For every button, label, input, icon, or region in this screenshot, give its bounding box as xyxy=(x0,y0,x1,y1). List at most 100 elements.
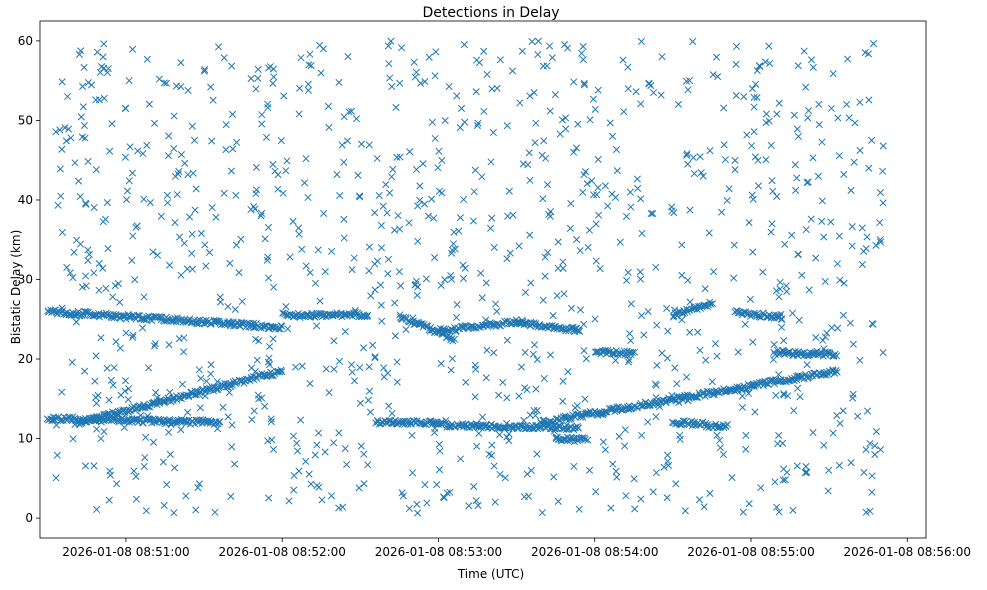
detection-marker xyxy=(79,82,87,91)
detection-marker xyxy=(145,100,153,108)
detection-marker xyxy=(575,505,583,513)
track-detection-marker xyxy=(680,393,688,401)
detection-marker xyxy=(460,41,468,49)
detection-marker xyxy=(744,389,753,398)
detection-marker xyxy=(142,433,150,441)
track-detection-marker xyxy=(176,394,184,402)
detection-marker xyxy=(313,441,321,449)
detection-marker xyxy=(228,62,236,70)
detection-marker xyxy=(267,418,275,426)
detection-marker xyxy=(408,469,417,477)
detection-marker xyxy=(163,79,171,87)
detection-marker xyxy=(413,500,421,508)
detection-marker xyxy=(393,358,401,366)
detection-marker xyxy=(96,68,104,76)
detection-marker xyxy=(355,192,364,200)
detection-marker xyxy=(718,208,726,216)
detection-marker xyxy=(849,340,857,348)
detection-marker xyxy=(247,75,255,83)
detection-marker xyxy=(314,246,322,254)
detection-marker xyxy=(525,149,533,157)
detection-marker xyxy=(623,276,631,285)
detection-marker xyxy=(253,356,261,364)
detection-marker xyxy=(580,81,589,89)
detection-marker xyxy=(531,412,540,420)
detection-marker xyxy=(171,464,179,472)
track-detection-marker xyxy=(715,422,723,430)
detection-marker xyxy=(520,416,528,424)
detection-marker xyxy=(576,247,584,255)
detection-marker xyxy=(313,481,321,490)
detection-marker xyxy=(104,245,112,253)
detection-marker xyxy=(553,292,561,300)
detection-marker xyxy=(200,67,208,75)
detection-marker xyxy=(689,154,697,162)
detection-marker xyxy=(82,282,90,290)
detection-marker xyxy=(267,415,275,423)
detection-marker xyxy=(580,171,588,179)
detection-marker xyxy=(517,363,526,371)
detection-marker xyxy=(251,335,260,343)
detection-marker xyxy=(719,450,727,459)
detection-marker xyxy=(604,202,612,210)
detection-marker xyxy=(694,328,702,336)
detection-marker xyxy=(761,58,769,66)
track-detection-marker xyxy=(352,308,360,316)
detection-marker xyxy=(100,427,108,436)
detection-marker xyxy=(490,243,498,252)
track-detection-marker xyxy=(383,418,391,426)
detection-marker xyxy=(384,255,392,263)
detection-marker xyxy=(794,132,802,141)
detection-marker xyxy=(606,119,614,127)
track-detection-marker xyxy=(442,416,450,425)
y-tick-label: 50 xyxy=(18,113,33,127)
detection-marker xyxy=(523,470,531,478)
detection-marker xyxy=(269,445,278,453)
detection-marker xyxy=(388,82,396,91)
detection-marker xyxy=(228,443,236,451)
detection-marker xyxy=(85,250,93,259)
detection-marker xyxy=(348,266,356,274)
detection-marker xyxy=(344,53,352,61)
detection-marker xyxy=(593,191,601,199)
detection-marker xyxy=(116,344,124,352)
detection-marker xyxy=(678,271,686,279)
detection-marker xyxy=(652,263,660,271)
detection-marker xyxy=(455,227,463,235)
detection-marker xyxy=(56,165,64,173)
detection-marker xyxy=(224,302,232,311)
detection-marker xyxy=(774,440,782,448)
detection-marker xyxy=(526,92,534,100)
detection-marker xyxy=(472,88,480,96)
detection-marker xyxy=(560,290,568,298)
detection-marker xyxy=(783,287,791,296)
detection-marker xyxy=(261,235,269,243)
detection-marker xyxy=(357,140,366,148)
detection-marker xyxy=(456,214,465,222)
detection-marker xyxy=(440,494,448,502)
detection-marker xyxy=(171,172,179,180)
detection-marker xyxy=(700,503,708,511)
detection-marker xyxy=(564,368,572,376)
detection-marker xyxy=(410,58,418,66)
detection-marker xyxy=(650,89,658,97)
detection-marker xyxy=(163,191,171,199)
x-tick-label: 2026-01-08 08:56:00 xyxy=(844,545,971,559)
detection-marker xyxy=(99,264,107,272)
detection-marker xyxy=(788,309,797,317)
detection-marker xyxy=(591,105,599,113)
detection-marker xyxy=(490,349,498,357)
detection-marker xyxy=(653,361,661,369)
detection-marker xyxy=(289,432,298,440)
detection-marker xyxy=(128,256,136,264)
detection-marker xyxy=(741,320,749,328)
detection-marker xyxy=(683,151,691,159)
detection-marker xyxy=(489,128,497,137)
detection-marker xyxy=(231,305,239,314)
detection-marker xyxy=(324,102,333,110)
detection-marker xyxy=(166,450,174,459)
detection-marker xyxy=(394,211,402,220)
detection-marker xyxy=(97,435,105,443)
detection-marker xyxy=(720,141,728,149)
detection-marker xyxy=(371,354,379,362)
